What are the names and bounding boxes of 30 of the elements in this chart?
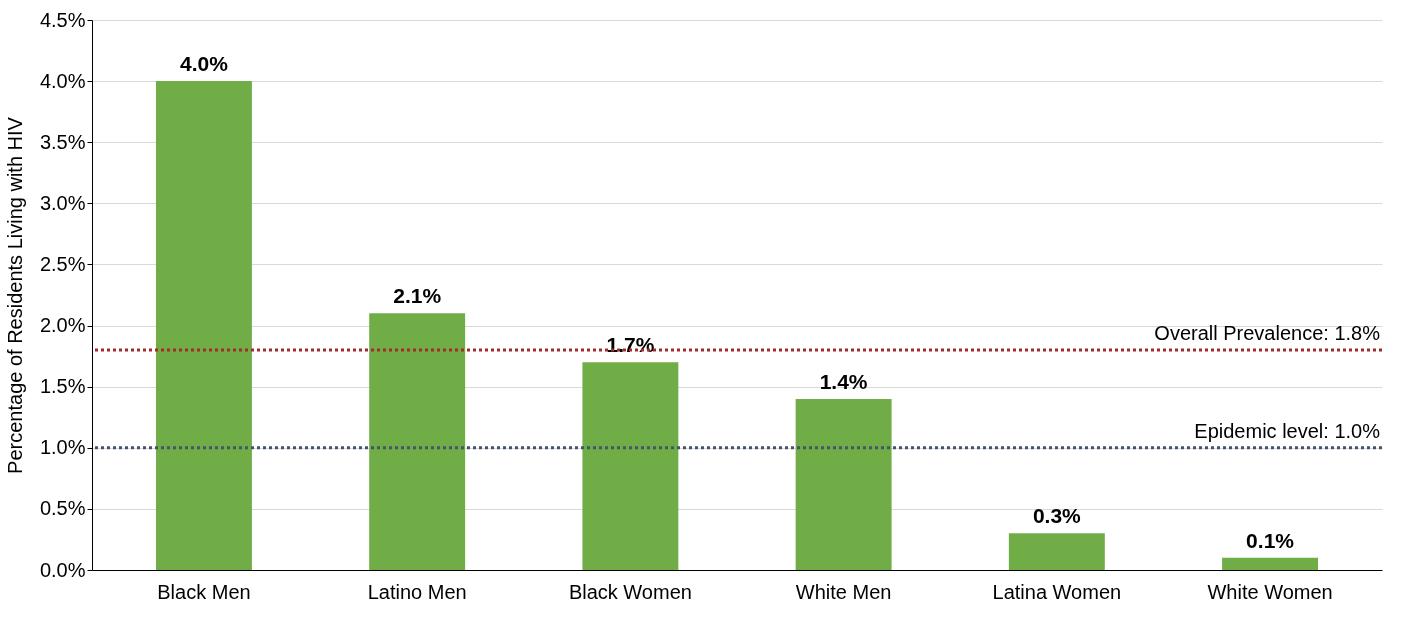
- x-tick-label: Black Women: [568, 580, 692, 603]
- y-tick-label: 4.0%: [39, 69, 86, 92]
- y-tick-label: 0.5%: [39, 497, 86, 520]
- x-tick-label: White Women: [1207, 580, 1333, 603]
- x-tick-label: Latina Women: [992, 580, 1122, 603]
- data-label: 2.1%: [393, 284, 442, 308]
- data-label: 1.4%: [819, 369, 868, 393]
- data-label: 4.0%: [180, 52, 229, 76]
- bar: [795, 398, 892, 570]
- bar: [155, 81, 252, 570]
- y-tick-label: 1.5%: [39, 375, 86, 398]
- bar: [1008, 533, 1105, 570]
- bar: [582, 362, 679, 570]
- x-tick-label: Black Men: [157, 580, 251, 603]
- y-tick-label: 4.5%: [39, 8, 86, 31]
- x-tick-label: Latino Men: [367, 580, 467, 603]
- ref-line-label: Epidemic level: 1.0%: [1194, 419, 1381, 442]
- y-tick-label: 2.0%: [39, 314, 86, 337]
- y-tick-label: 0.0%: [39, 558, 86, 581]
- x-tick-label: White Men: [795, 580, 892, 603]
- y-tick-label: 2.5%: [39, 252, 86, 275]
- bar: [369, 313, 466, 570]
- y-tick-label: 3.0%: [39, 191, 86, 214]
- data-label: 0.3%: [1032, 504, 1082, 528]
- bar: [1222, 557, 1319, 570]
- data-label: 0.1%: [1246, 528, 1295, 552]
- y-axis-title: Percentage of Residents Living with HIV: [3, 116, 26, 474]
- y-tick-label: 1.0%: [39, 436, 86, 459]
- ref-line-label: Overall Prevalence: 1.8%: [1154, 322, 1381, 344]
- y-tick-label: 3.5%: [39, 130, 86, 153]
